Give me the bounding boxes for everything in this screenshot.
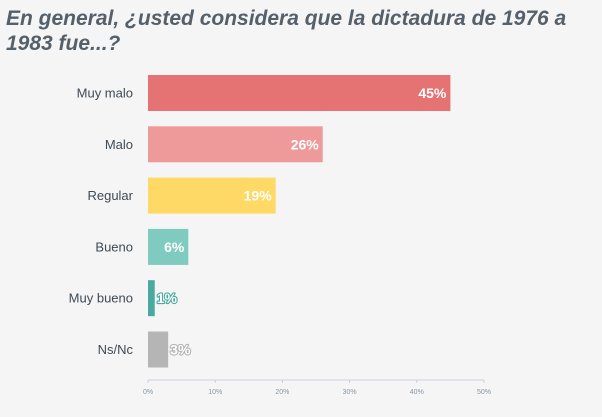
value-label: 6% (164, 239, 185, 255)
category-label: Muy malo (77, 86, 133, 101)
value-label: 3% (170, 342, 191, 358)
category-label: Ns/Nc (98, 342, 134, 357)
x-tick-label: 20% (275, 389, 289, 396)
category-label: Bueno (95, 239, 133, 254)
bar (148, 331, 169, 368)
x-tick-label: 10% (208, 389, 222, 396)
value-label: 45% (418, 85, 447, 101)
x-tick-label: 50% (477, 389, 491, 396)
bar (148, 280, 155, 317)
category-label: Malo (105, 137, 133, 152)
bar (148, 75, 451, 111)
value-label: 19% (244, 188, 273, 204)
bar (148, 126, 323, 163)
category-label: Muy bueno (69, 291, 133, 306)
category-label: Regular (87, 188, 133, 203)
x-tick-label: 40% (410, 389, 424, 396)
chart-title: En general, ¿usted considera que la dict… (6, 7, 567, 55)
value-label: 26% (291, 136, 320, 152)
x-tick-label: 30% (343, 389, 357, 396)
bar (148, 228, 189, 265)
value-label: 1% (157, 290, 178, 306)
bar (148, 177, 276, 214)
x-tick-label: 0% (143, 389, 153, 396)
